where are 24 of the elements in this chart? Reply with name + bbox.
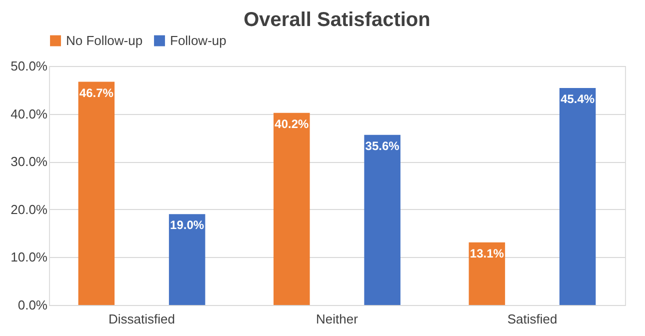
y-tick-label: 10.0% — [10, 250, 48, 265]
legend-label: Follow-up — [170, 32, 226, 48]
x-tick-label: Neither — [316, 312, 359, 326]
y-tick-label: 50.0% — [10, 58, 48, 74]
data-label: 19.0% — [170, 218, 204, 232]
data-label: 46.7% — [79, 86, 114, 100]
y-tick-label: 40.0% — [10, 106, 48, 122]
data-label: 13.1% — [470, 246, 504, 260]
bar — [468, 242, 506, 305]
data-label: 35.6% — [365, 138, 400, 153]
bar — [78, 82, 115, 305]
chart-title: Overall Satisfaction — [244, 9, 430, 31]
data-label: 40.2% — [274, 116, 310, 131]
bar — [168, 214, 206, 305]
bar — [559, 88, 596, 305]
bar — [364, 134, 400, 305]
y-tick-label: 0.0% — [18, 298, 48, 312]
x-tick-label: Dissatisfied — [108, 312, 175, 326]
y-tick-label: 30.0% — [10, 154, 48, 170]
legend-label: No Follow-up — [66, 32, 143, 48]
y-tick-label: 20.0% — [10, 202, 48, 217]
data-label: 45.4% — [560, 92, 595, 106]
x-tick-label: Satisfied — [507, 312, 558, 326]
bar — [274, 112, 310, 305]
